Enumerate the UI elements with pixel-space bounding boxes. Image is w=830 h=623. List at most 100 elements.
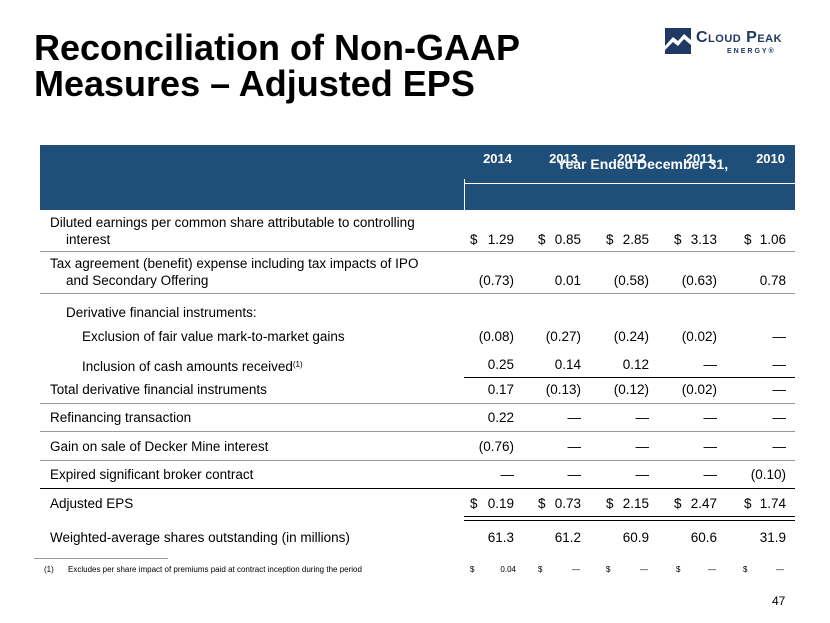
footnote-dollar: $ xyxy=(676,565,681,574)
cell: 0.22 xyxy=(487,410,514,425)
footnote-ref: (1) xyxy=(292,360,303,369)
cell: 0.19 xyxy=(487,496,514,511)
cell: 2.47 xyxy=(690,496,717,511)
cell: 0.73 xyxy=(554,496,581,511)
row-label-text: Inclusion of cash amounts received xyxy=(82,359,293,374)
year-2014: 2014 xyxy=(483,151,512,166)
cell: 1.29 xyxy=(487,232,514,247)
cell: 61.3 xyxy=(487,530,514,545)
logo-sub: ENERGY® xyxy=(727,48,776,55)
dollar-sign: $ xyxy=(606,232,614,247)
cell: (0.24) xyxy=(613,329,649,344)
cell: 60.6 xyxy=(690,530,717,545)
row-label: Weighted-average shares outstanding (in … xyxy=(50,530,350,545)
cell: (0.76) xyxy=(478,439,514,454)
dollar-sign: $ xyxy=(674,232,682,247)
row-divider xyxy=(40,251,795,252)
cell: 2.85 xyxy=(622,232,649,247)
row-label: Gain on sale of Decker Mine interest xyxy=(50,439,269,454)
logo-name: Cloud Peak xyxy=(696,29,783,46)
cell: — xyxy=(772,410,787,425)
dollar-sign: $ xyxy=(744,496,752,511)
cell: — xyxy=(772,329,787,344)
subtotal-line xyxy=(464,377,795,378)
dollar-sign: $ xyxy=(744,232,752,247)
cell: — xyxy=(772,382,787,397)
cell: (0.02) xyxy=(681,329,717,344)
total-line xyxy=(40,488,795,489)
period-header: Year Ended December 31, xyxy=(556,156,729,172)
row-label-cont: interest xyxy=(66,232,111,247)
eps-table: Year Ended December 31, 2014 2013 2012 2… xyxy=(40,145,795,545)
cell: 60.9 xyxy=(622,530,649,545)
table-header: Year Ended December 31, 2014 2013 2012 2… xyxy=(40,145,795,210)
dollar-sign: $ xyxy=(470,496,478,511)
cell: — xyxy=(703,467,718,482)
row-divider xyxy=(40,403,795,404)
year-2013: 2013 xyxy=(549,151,578,166)
mountain-logo-icon xyxy=(665,28,691,54)
cell: — xyxy=(772,357,787,372)
year-2010: 2010 xyxy=(756,151,785,166)
cell: — xyxy=(703,439,718,454)
cell: (0.73) xyxy=(478,273,514,288)
cell: 2.15 xyxy=(622,496,649,511)
footnote-value: — xyxy=(640,565,648,574)
row-label-cont: and Secondary Offering xyxy=(66,273,209,288)
dollar-sign: $ xyxy=(538,232,546,247)
row-label: Derivative financial instruments: xyxy=(66,305,257,320)
dollar-sign: $ xyxy=(606,496,614,511)
footnote-separator xyxy=(34,558,168,559)
cell: 0.01 xyxy=(554,273,581,288)
footnote-value: 0.04 xyxy=(500,565,516,574)
row-divider xyxy=(40,293,795,294)
cell: 61.2 xyxy=(554,530,581,545)
row-label: Adjusted EPS xyxy=(50,496,134,511)
cell: (0.27) xyxy=(545,329,581,344)
cell: 31.9 xyxy=(759,530,786,545)
footnote-value: — xyxy=(572,565,580,574)
cell: 0.25 xyxy=(487,357,514,372)
footnote-dollar: $ xyxy=(743,565,748,574)
row-label: Exclusion of fair value mark-to-market g… xyxy=(82,329,345,344)
cell: — xyxy=(635,439,650,454)
cell: — xyxy=(703,410,718,425)
cell: (0.12) xyxy=(613,382,649,397)
row-label: Tax agreement (benefit) expense includin… xyxy=(50,256,419,271)
dollar-sign: $ xyxy=(470,232,478,247)
cell: 1.74 xyxy=(759,496,786,511)
cell: (0.10) xyxy=(750,467,786,482)
cell: — xyxy=(635,410,650,425)
row-label: Refinancing transaction xyxy=(50,410,192,425)
cell: — xyxy=(567,439,582,454)
row-label: Expired significant broker contract xyxy=(50,467,254,482)
footnote-marker: (1) xyxy=(44,565,54,574)
cell: — xyxy=(500,467,515,482)
row-label: Inclusion of cash amounts received(1) xyxy=(82,357,303,375)
row-divider xyxy=(40,431,795,432)
cell: 0.12 xyxy=(622,357,649,372)
footnote-value: — xyxy=(776,565,784,574)
cell: 0.14 xyxy=(554,357,581,372)
year-2011: 2011 xyxy=(685,151,714,166)
page-number: 47 xyxy=(772,594,786,608)
year-2012: 2012 xyxy=(617,151,646,166)
row-label: Diluted earnings per common share attrib… xyxy=(50,215,415,230)
cell: (0.63) xyxy=(681,273,717,288)
year-header-row xyxy=(464,183,795,211)
cell: 0.85 xyxy=(554,232,581,247)
cell: (0.13) xyxy=(545,382,581,397)
footnote-value: — xyxy=(708,565,716,574)
cell: 0.17 xyxy=(487,382,514,397)
title-line-1: Reconciliation of Non-GAAP xyxy=(34,27,520,68)
cell: 0.78 xyxy=(759,273,786,288)
cell: — xyxy=(567,410,582,425)
cell: (0.02) xyxy=(681,382,717,397)
footnote-dollar: $ xyxy=(538,565,543,574)
footnote-dollar: $ xyxy=(606,565,611,574)
cell: — xyxy=(772,439,787,454)
cell: — xyxy=(703,357,718,372)
cell: (0.08) xyxy=(478,329,514,344)
footnote-text: Excludes per share impact of premiums pa… xyxy=(68,565,362,574)
cell: — xyxy=(635,467,650,482)
